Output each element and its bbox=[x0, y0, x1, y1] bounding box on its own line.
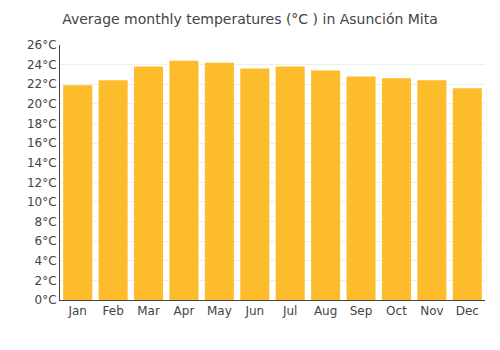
svg-text:8°C: 8°C bbox=[35, 215, 57, 229]
svg-text:10°C: 10°C bbox=[27, 195, 57, 209]
svg-text:Oct: Oct bbox=[386, 304, 407, 318]
svg-text:Feb: Feb bbox=[103, 304, 124, 318]
svg-text:26°C: 26°C bbox=[27, 38, 57, 52]
svg-text:6°C: 6°C bbox=[35, 234, 57, 248]
svg-text:2°C: 2°C bbox=[35, 274, 57, 288]
svg-text:24°C: 24°C bbox=[27, 58, 57, 72]
svg-text:18°C: 18°C bbox=[27, 117, 57, 131]
svg-text:16°C: 16°C bbox=[27, 136, 57, 150]
svg-text:Jan: Jan bbox=[67, 304, 87, 318]
svg-text:Apr: Apr bbox=[174, 304, 195, 318]
svg-text:14°C: 14°C bbox=[27, 156, 57, 170]
svg-text:0°C: 0°C bbox=[35, 293, 57, 307]
svg-text:4°C: 4°C bbox=[35, 254, 57, 268]
svg-text:Mar: Mar bbox=[137, 304, 160, 318]
svg-text:20°C: 20°C bbox=[27, 97, 57, 111]
svg-text:12°C: 12°C bbox=[27, 176, 57, 190]
svg-text:Aug: Aug bbox=[314, 304, 337, 318]
svg-text:Jul: Jul bbox=[282, 304, 297, 318]
svg-text:22°C: 22°C bbox=[27, 77, 57, 91]
svg-text:Nov: Nov bbox=[420, 304, 443, 318]
svg-text:Jun: Jun bbox=[244, 304, 264, 318]
svg-text:Average monthly temperatures (: Average monthly temperatures (°C ) in As… bbox=[62, 11, 438, 27]
svg-text:Dec: Dec bbox=[456, 304, 479, 318]
svg-text:May: May bbox=[207, 304, 232, 318]
svg-text:Sep: Sep bbox=[350, 304, 373, 318]
